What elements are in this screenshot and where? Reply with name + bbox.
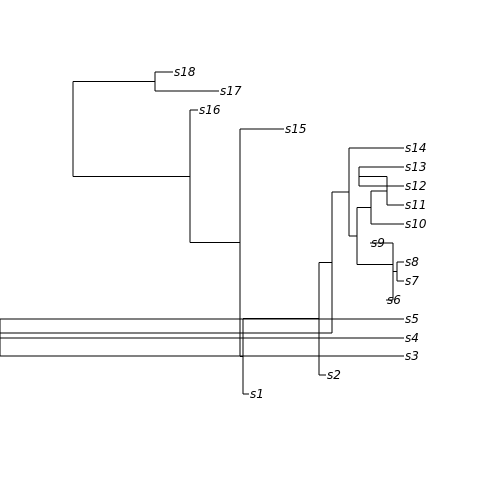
- tip-label-s8: s8: [405, 255, 419, 269]
- tip-label-s15: s15: [285, 122, 307, 136]
- tip-label-s2: s2: [327, 368, 341, 382]
- tip-label-s11: s11: [405, 198, 427, 212]
- tip-label-s6: s6: [387, 293, 401, 307]
- tip-label-s18: s18: [174, 65, 196, 79]
- tip-label-s17: s17: [220, 84, 242, 98]
- tip-label-s4: s4: [405, 331, 419, 345]
- tip-label-s3: s3: [405, 349, 419, 363]
- tip-label-s1: s1: [250, 387, 264, 401]
- tip-label-s5: s5: [405, 312, 419, 326]
- tip-label-s9: s9: [371, 236, 385, 250]
- tree-branches: [0, 71, 404, 395]
- tip-label-s14: s14: [405, 141, 427, 155]
- tip-label-s7: s7: [405, 274, 419, 288]
- tip-label-s13: s13: [405, 160, 427, 174]
- tip-label-s12: s12: [405, 179, 427, 193]
- tip-label-s16: s16: [199, 103, 221, 117]
- tip-labels: s1 s2 s3 s4 s5 s6 s7 s8 s9 s10 s11 s12 s13 s14 s15 s16 s…: [174, 65, 427, 401]
- tip-label-s10: s10: [405, 217, 427, 231]
